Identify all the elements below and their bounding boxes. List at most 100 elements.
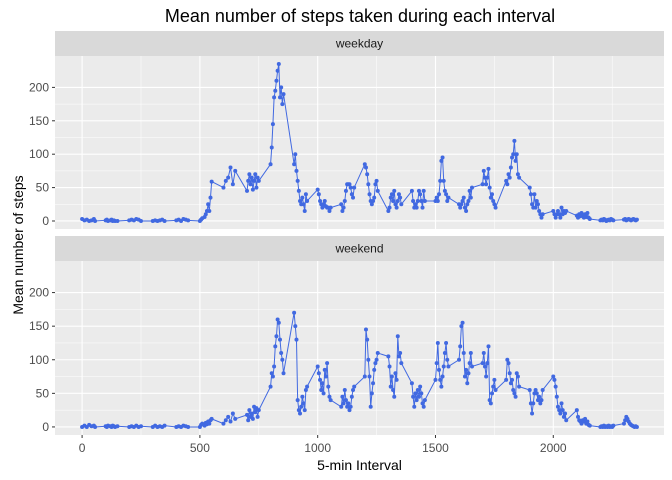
data-point xyxy=(557,212,562,217)
y-tick-labels-weekend: 0 50 100 150 200 xyxy=(29,286,55,434)
data-point xyxy=(538,401,543,406)
data-point xyxy=(611,218,616,223)
data-point xyxy=(323,374,328,379)
data-point xyxy=(551,374,556,379)
data-point xyxy=(319,387,324,392)
data-point xyxy=(512,391,517,396)
data-point xyxy=(514,371,519,376)
data-point xyxy=(371,198,376,203)
data-point xyxy=(233,416,238,421)
data-point xyxy=(269,371,274,376)
data-point xyxy=(587,216,592,221)
data-point xyxy=(389,374,394,379)
data-point xyxy=(363,165,368,170)
data-point xyxy=(301,401,306,406)
data-point xyxy=(445,198,450,203)
data-point xyxy=(420,205,425,210)
data-point xyxy=(208,195,213,200)
data-point xyxy=(388,384,393,389)
data-point xyxy=(268,384,273,389)
data-point xyxy=(531,401,536,406)
data-point xyxy=(446,195,451,200)
data-point xyxy=(351,195,356,200)
data-point xyxy=(279,351,284,356)
data-point xyxy=(487,185,492,190)
x-tick-label: 2000 xyxy=(540,441,567,455)
data-point xyxy=(209,416,214,421)
data-point xyxy=(342,198,347,203)
data-point xyxy=(555,404,560,409)
data-point xyxy=(433,377,438,382)
data-point xyxy=(352,185,357,190)
data-point xyxy=(438,178,443,183)
data-point xyxy=(534,391,539,396)
data-point xyxy=(413,391,418,396)
data-point xyxy=(537,208,542,213)
data-point xyxy=(391,198,396,203)
data-point xyxy=(532,192,537,197)
data-point xyxy=(485,175,490,180)
data-point xyxy=(298,198,303,203)
data-point xyxy=(409,188,414,193)
data-point xyxy=(347,408,352,413)
data-point xyxy=(460,198,465,203)
data-point xyxy=(294,168,299,173)
y-tick-label: 50 xyxy=(36,181,50,195)
data-point xyxy=(387,364,392,369)
data-point xyxy=(315,364,320,369)
data-point xyxy=(510,377,515,382)
y-tick-label: 200 xyxy=(29,80,49,94)
data-point xyxy=(303,387,308,392)
data-point xyxy=(276,320,281,325)
data-point xyxy=(250,416,255,421)
data-point xyxy=(585,210,590,215)
data-point xyxy=(396,354,401,359)
data-point xyxy=(247,408,252,413)
data-point xyxy=(460,320,465,325)
y-tick-label: 100 xyxy=(29,147,49,161)
data-point xyxy=(530,202,535,207)
data-point xyxy=(440,374,445,379)
data-point xyxy=(299,404,304,409)
data-point xyxy=(341,205,346,210)
data-point xyxy=(115,424,120,429)
data-point xyxy=(305,198,310,203)
data-point xyxy=(363,327,368,332)
data-point xyxy=(540,212,545,217)
data-point xyxy=(346,401,351,406)
data-point xyxy=(438,377,443,382)
data-point xyxy=(274,334,279,339)
data-point xyxy=(393,371,398,376)
data-point xyxy=(339,404,344,409)
data-point xyxy=(365,172,370,177)
data-point xyxy=(462,374,467,379)
data-point xyxy=(349,192,354,197)
data-point xyxy=(255,414,260,419)
data-point xyxy=(564,418,569,423)
strip-weekend xyxy=(55,236,664,261)
data-point xyxy=(468,351,473,356)
data-point xyxy=(563,411,568,416)
y-axis-title: Mean number of steps xyxy=(10,175,26,314)
data-point xyxy=(392,188,397,193)
data-point xyxy=(558,411,563,416)
data-point xyxy=(367,374,372,379)
data-point xyxy=(465,202,470,207)
data-point xyxy=(634,424,639,429)
data-point xyxy=(442,351,447,356)
x-tick-label: 1000 xyxy=(304,441,331,455)
data-point xyxy=(469,185,474,190)
data-point xyxy=(461,195,466,200)
data-point xyxy=(203,212,208,217)
data-point xyxy=(466,371,471,376)
data-point xyxy=(250,187,255,192)
y-tick-label: 150 xyxy=(29,114,49,128)
data-point xyxy=(419,391,424,396)
data-point xyxy=(421,188,426,193)
data-point xyxy=(515,172,520,177)
data-point xyxy=(296,188,301,193)
data-point xyxy=(368,404,373,409)
data-point xyxy=(416,394,421,399)
data-point xyxy=(465,381,470,386)
data-point xyxy=(557,408,562,413)
